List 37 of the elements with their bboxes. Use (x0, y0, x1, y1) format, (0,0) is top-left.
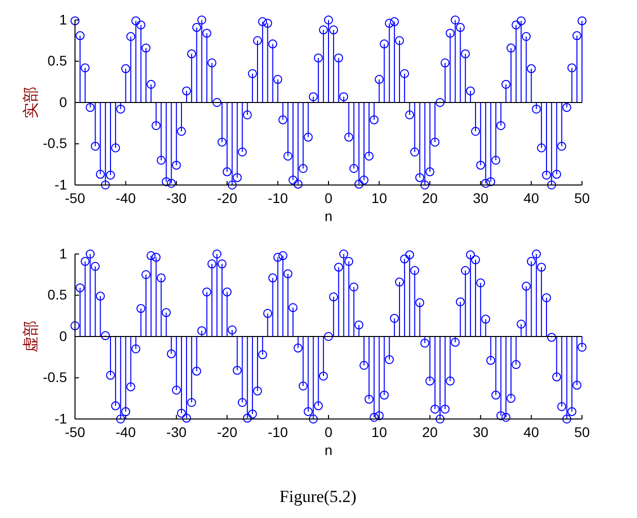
y-tick-label: 1 (59, 245, 68, 262)
x-tick-label: 50 (574, 190, 590, 206)
x-tick-label: -10 (268, 190, 288, 206)
x-tick-label: 10 (371, 190, 388, 206)
x-tick-label: -50 (64, 424, 86, 440)
x-tick-label: 20 (422, 424, 438, 440)
x-tick-label: 10 (371, 424, 388, 440)
y-tick-label: 0 (59, 94, 68, 110)
y-axis-title: 实部 (21, 86, 40, 118)
x-tick-label: -40 (116, 190, 136, 206)
x-tick-label: -20 (216, 190, 238, 206)
y-tick-label: -0.5 (42, 369, 68, 386)
x-axis-title: n (324, 442, 332, 458)
y-tick-label: 0.5 (48, 52, 68, 69)
x-tick-label: 20 (422, 190, 438, 206)
x-tick-label: 30 (472, 190, 489, 206)
x-tick-label: -20 (216, 424, 238, 440)
y-tick-label: -1 (54, 176, 68, 192)
y-tick-label: 0 (59, 328, 68, 344)
x-tick-label: 40 (524, 424, 540, 440)
x-axis-title: n (324, 208, 332, 224)
x-tick-label: -30 (166, 424, 187, 440)
text: Figure(5.2) (280, 487, 356, 506)
y-tick-label: 1 (59, 11, 68, 28)
x-tick-label: 30 (472, 424, 489, 440)
x-tick-label: 0 (324, 190, 333, 206)
y-axis-title: 虚部 (21, 320, 40, 352)
x-tick-label: -30 (166, 190, 187, 206)
y-tick-label: -1 (54, 410, 68, 426)
x-tick-label: 50 (574, 424, 590, 440)
x-tick-label: -10 (268, 424, 288, 440)
x-tick-label: 0 (324, 424, 333, 440)
x-tick-label: -50 (64, 190, 86, 206)
x-tick-label: -40 (116, 424, 136, 440)
y-tick-label: 0.5 (48, 286, 68, 303)
y-tick-label: -0.5 (42, 135, 68, 152)
x-tick-label: 40 (524, 190, 540, 206)
